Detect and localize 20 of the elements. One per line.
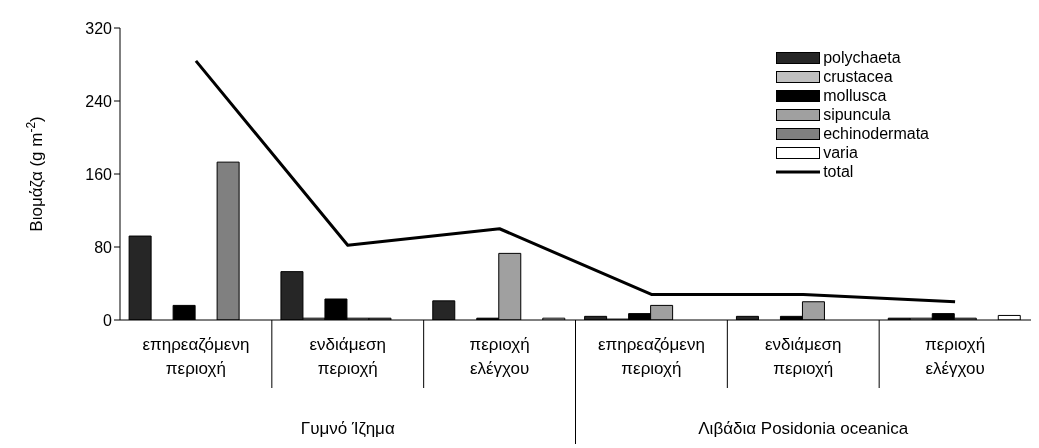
legend-label: varia (823, 143, 858, 162)
legend-label: echinodermata (823, 124, 929, 143)
x-tick-label: επηρεαζόμενη περιοχή (597, 335, 705, 378)
legend-label: mollusca (823, 86, 887, 105)
x-tick-label: ενδιάμεση περιοχή (309, 335, 386, 378)
text: Λιβάδια Posidonia oceanica (698, 419, 909, 438)
text: Γυμνό Ίζημα (300, 419, 395, 438)
x-tick-label: ενδιάμεση περιοχή (765, 335, 842, 378)
legend-label: total (823, 162, 854, 181)
legend-label: sipuncula (823, 105, 891, 124)
legend-label: crustacea (823, 67, 893, 86)
y-tick-label: 80 (94, 238, 113, 256)
y-tick-label: 320 (85, 19, 113, 37)
x-tick-label: περιοχή ελέγχου (469, 335, 530, 378)
x-tick-label: επηρεαζόμενη περιοχή (142, 335, 250, 378)
y-tick-label: 240 (85, 92, 113, 110)
y-tick-label: 0 (103, 311, 113, 329)
y-tick-label: 160 (85, 165, 113, 183)
legend-label: polychaeta (823, 48, 901, 67)
x-tick-label: περιοχή ελέγχου (925, 335, 986, 378)
